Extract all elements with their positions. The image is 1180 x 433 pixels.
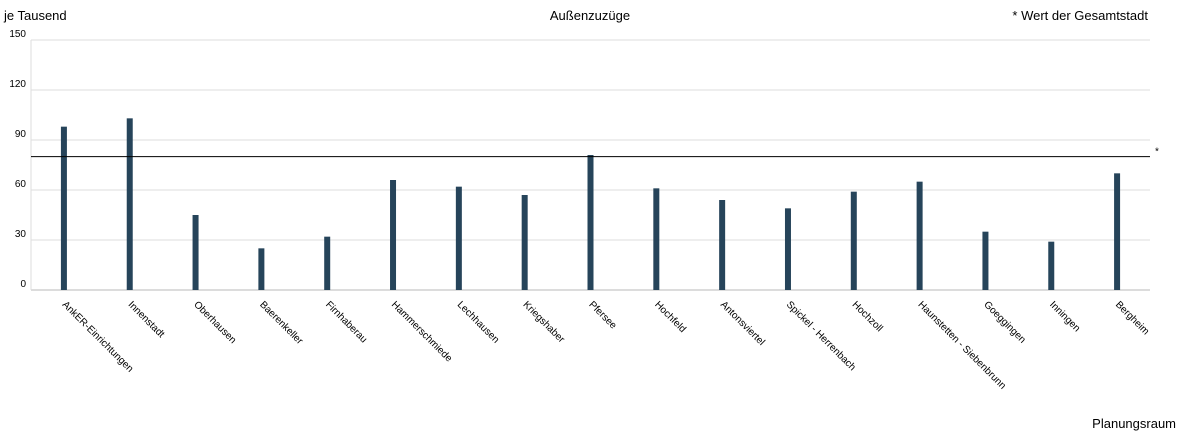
y-tick-label: 150 <box>9 29 26 40</box>
x-tick-label: Hochzoll <box>850 299 885 334</box>
x-tick-label: Inningen <box>1047 299 1082 334</box>
bar <box>258 248 265 290</box>
x-tick-label: Lechhausen <box>455 299 501 345</box>
y-tick-label: 90 <box>15 129 27 140</box>
x-tick-label: Oberhausen <box>191 299 238 346</box>
y-tick-label: 120 <box>9 79 26 90</box>
bar <box>390 180 397 290</box>
x-tick-label: Goeggingen <box>981 299 1027 345</box>
y-tick-label: 0 <box>20 279 26 290</box>
x-tick-label: Antonsviertel <box>718 299 767 348</box>
x-tick-label: Hochfeld <box>652 299 688 335</box>
x-tick-label: Bergheim <box>1113 299 1151 337</box>
bar <box>784 208 791 290</box>
x-axis-label: Planungsraum <box>1092 416 1176 431</box>
bar <box>1048 241 1055 290</box>
bar <box>653 188 660 290</box>
bar <box>916 181 923 290</box>
y-tick-label: 30 <box>15 229 27 240</box>
bar <box>982 231 989 290</box>
x-tick-label: Baerenkeller <box>257 299 305 347</box>
reference-marker: * <box>1155 147 1159 158</box>
chart-title: Außenzuzüge <box>549 8 631 23</box>
x-tick-label: Firnhaberau <box>323 299 369 345</box>
x-tick-label: Pfersee <box>586 299 618 331</box>
x-tick-label: Spickel - Herrenbach <box>784 299 858 373</box>
x-tick-label: AnkER-Einrichtungen <box>60 299 135 374</box>
bar <box>587 155 594 290</box>
bar <box>850 191 857 290</box>
x-tick-label: Innenstadt <box>126 299 167 340</box>
bar <box>719 200 726 290</box>
bar <box>324 236 331 290</box>
bar <box>521 195 528 290</box>
bar <box>192 215 199 290</box>
y-axis-label: je Tausend <box>4 8 67 23</box>
bar <box>1114 173 1121 290</box>
bar <box>455 186 462 290</box>
x-tick-label: Kriegshaber <box>521 299 567 345</box>
bar <box>60 126 67 291</box>
y-tick-label: 60 <box>15 179 27 190</box>
x-tick-label: Hammerschmiede <box>389 299 454 364</box>
bar <box>126 118 133 290</box>
reference-note: * Wert der Gesamtstadt <box>1012 8 1148 23</box>
